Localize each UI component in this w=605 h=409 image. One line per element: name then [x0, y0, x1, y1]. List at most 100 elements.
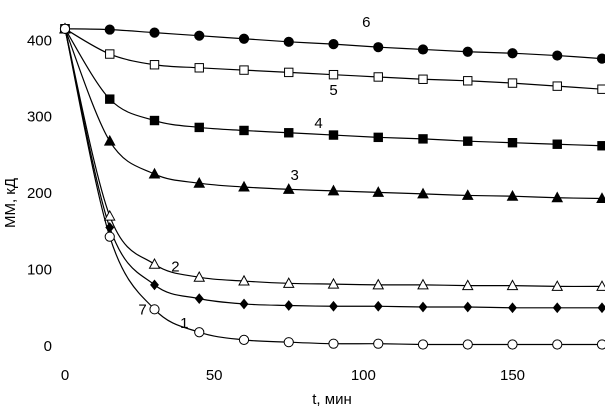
series-label-5: 5 — [329, 82, 337, 99]
data-point — [105, 49, 115, 59]
series-labels: 1 2 3 45 6 7 — [138, 14, 370, 332]
data-point — [194, 327, 205, 338]
data-point — [59, 23, 71, 34]
data-point — [103, 134, 116, 146]
data-point — [373, 132, 383, 143]
axes: 0 50 100 150 0 100 200 300 400 — [27, 32, 525, 384]
x-tick-label: 100 — [351, 367, 376, 384]
data-point — [103, 209, 116, 221]
data-point — [104, 231, 115, 242]
data-point — [150, 279, 159, 291]
data-point — [596, 280, 605, 291]
data-point — [507, 78, 518, 88]
data-point — [327, 184, 340, 196]
data-point — [327, 277, 340, 289]
data-point — [284, 128, 294, 138]
data-point — [105, 94, 115, 104]
data-point — [149, 27, 160, 38]
series-markers-5 — [60, 24, 605, 94]
data-point — [552, 50, 563, 61]
series-label-2: 2 — [171, 259, 179, 276]
data-point — [418, 134, 428, 144]
data-point — [418, 74, 428, 84]
series-label-6: 6 — [362, 14, 370, 31]
series-markers-3 — [59, 22, 605, 203]
data-point — [552, 339, 563, 350]
data-point — [506, 279, 519, 291]
data-point — [239, 65, 249, 75]
data-point — [507, 339, 518, 350]
series-label-7: 7 — [138, 301, 146, 318]
y-tick-label: 100 — [27, 262, 52, 279]
series-label-1: 1 — [180, 315, 188, 332]
data-point — [282, 277, 295, 288]
data-point — [597, 84, 605, 94]
series-label-4: 4 — [314, 115, 322, 132]
data-point — [373, 338, 384, 349]
y-tick-label: 400 — [27, 32, 52, 49]
data-point — [597, 302, 605, 314]
data-point — [194, 293, 204, 304]
data-point — [417, 278, 429, 290]
data-point — [463, 136, 473, 146]
data-point — [597, 141, 605, 151]
x-tick-label: 0 — [61, 367, 69, 384]
data-point — [284, 67, 294, 78]
data-point — [238, 180, 250, 192]
data-point — [552, 302, 562, 314]
x-tick-label: 150 — [500, 367, 525, 384]
series-markers — [59, 22, 605, 350]
data-point — [417, 187, 429, 199]
data-point — [149, 60, 160, 70]
data-point — [373, 42, 384, 53]
data-point — [149, 304, 160, 315]
data-point — [462, 46, 473, 57]
data-point — [552, 139, 562, 149]
data-point — [193, 176, 206, 188]
data-point — [373, 72, 383, 82]
data-point — [194, 122, 204, 133]
data-point — [239, 125, 249, 136]
y-tick-label: 200 — [27, 185, 52, 202]
data-point — [283, 337, 294, 348]
series-markers-7 — [59, 23, 605, 350]
data-point — [508, 302, 517, 314]
series-line-2 — [64, 28, 603, 288]
data-point — [373, 300, 383, 312]
data-point — [463, 76, 473, 86]
data-point — [283, 36, 294, 47]
data-point — [194, 63, 204, 73]
data-point — [418, 301, 428, 313]
series-line-5 — [64, 28, 603, 90]
data-point — [417, 339, 429, 350]
data-point — [105, 222, 115, 233]
data-point — [238, 33, 250, 44]
data-point — [284, 300, 294, 311]
data-point — [596, 339, 605, 350]
data-point — [194, 30, 205, 41]
series-markers-2 — [59, 22, 605, 291]
data-point — [148, 257, 161, 269]
y-tick-label: 300 — [27, 109, 52, 126]
data-point — [193, 270, 206, 282]
data-point — [506, 189, 519, 201]
data-point — [507, 138, 518, 148]
data-point — [282, 183, 295, 194]
data-point — [148, 167, 161, 179]
x-tick-label: 50 — [206, 367, 223, 384]
data-point — [328, 39, 339, 50]
series-label-3: 3 — [291, 167, 299, 184]
data-point — [462, 339, 473, 350]
series-markers-1 — [60, 23, 605, 314]
data-point — [463, 301, 473, 313]
data-point — [551, 191, 564, 203]
data-point — [328, 130, 339, 140]
data-point — [461, 189, 474, 200]
data-point — [149, 115, 160, 126]
data-point — [417, 44, 429, 55]
data-point — [461, 279, 474, 291]
data-point — [507, 48, 518, 59]
y-axis-title: ММ, кД — [2, 178, 19, 228]
